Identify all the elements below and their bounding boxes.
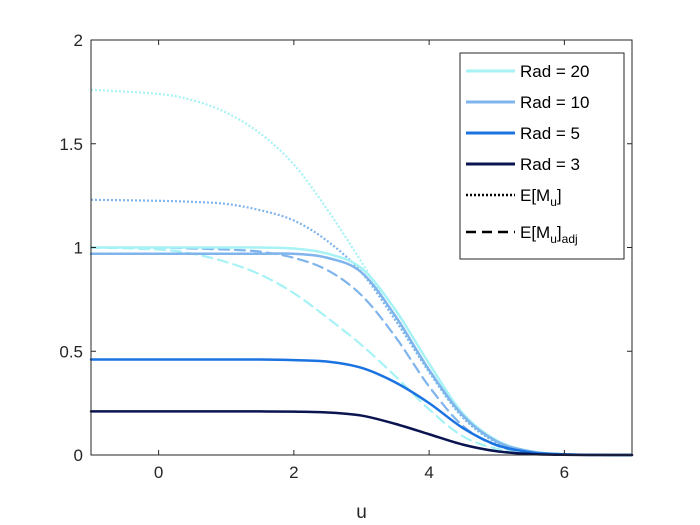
legend-label: Rad = 5 (520, 124, 580, 143)
x-tick-label: 4 (424, 463, 433, 482)
x-tick-label: 0 (154, 463, 163, 482)
ticks-layer: 0 2 4 6 0 0.5 1 1.5 2 (59, 31, 632, 482)
x-tick-label: 6 (560, 463, 569, 482)
y-tick-label: 1 (74, 239, 83, 258)
y-tick-label: 2 (74, 31, 83, 50)
x-tick-label: 2 (289, 463, 298, 482)
y-tick-label: 1.5 (59, 135, 83, 154)
x-axis-label: u (356, 502, 367, 523)
y-tick-label: 0 (74, 446, 83, 465)
legend-label: Rad = 10 (520, 93, 589, 112)
legend-box (459, 52, 625, 260)
y-tick-label: 0.5 (59, 342, 83, 361)
legend-label: Rad = 20 (520, 62, 589, 81)
legend-label: Rad = 3 (520, 155, 580, 174)
